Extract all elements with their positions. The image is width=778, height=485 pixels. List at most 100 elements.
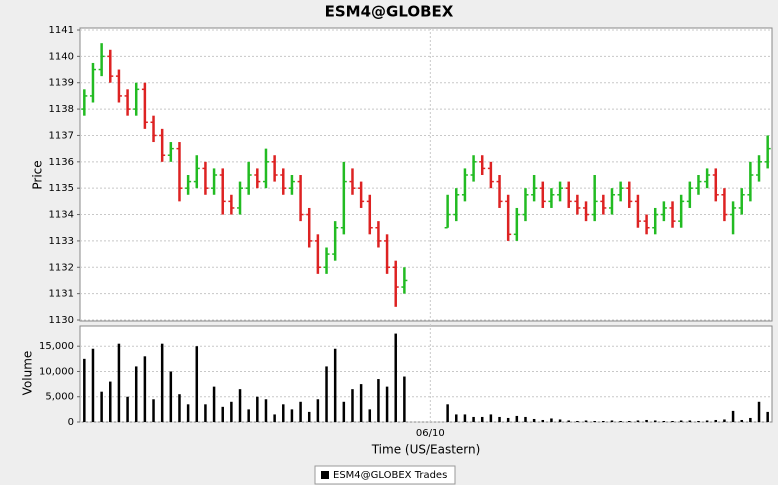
- bar: [359, 384, 363, 422]
- bar: [307, 411, 311, 422]
- bar: [524, 416, 527, 422]
- y-tick-label: 1138: [49, 104, 74, 115]
- bar: [100, 391, 103, 422]
- bar: [273, 414, 276, 422]
- bar: [264, 399, 268, 422]
- bar: [749, 417, 752, 422]
- y-tick-label: 1134: [49, 210, 74, 221]
- bar: [688, 420, 692, 422]
- bar: [325, 366, 328, 422]
- x-axis-label: Time (US/Eastern): [371, 443, 481, 457]
- bar: [282, 404, 285, 422]
- bar: [247, 409, 250, 422]
- bar: [403, 376, 406, 422]
- bar: [740, 419, 743, 422]
- bar: [731, 410, 735, 422]
- bar: [766, 411, 769, 422]
- y-tick-label: 1135: [49, 183, 74, 194]
- bar: [299, 401, 302, 422]
- bar: [83, 358, 86, 422]
- chart-title: ESM4@GLOBEX: [325, 3, 454, 21]
- y-tick-label: 1140: [49, 51, 74, 62]
- bar: [230, 401, 233, 422]
- bar: [498, 416, 501, 422]
- y-tick-label: 15,000: [39, 341, 74, 352]
- bar: [385, 386, 389, 422]
- bar: [316, 399, 320, 422]
- bar: [290, 409, 294, 422]
- bar: [705, 420, 709, 422]
- volume-pane: [79, 325, 773, 423]
- bar: [455, 414, 458, 422]
- bar: [117, 343, 121, 422]
- y-tick-label: 1133: [49, 236, 74, 247]
- bar: [610, 420, 614, 422]
- bar: [645, 419, 648, 422]
- bar: [489, 414, 493, 422]
- bar: [636, 420, 640, 422]
- bar: [169, 371, 173, 422]
- bar: [714, 419, 718, 422]
- bar: [186, 404, 190, 422]
- bar: [152, 399, 155, 422]
- bar: [212, 386, 216, 422]
- bar: [463, 414, 467, 422]
- bar: [221, 406, 224, 422]
- bar: [195, 346, 199, 422]
- bar: [91, 348, 95, 422]
- bar: [394, 333, 397, 422]
- bar: [619, 420, 622, 422]
- bar: [368, 409, 372, 422]
- bar: [723, 419, 726, 422]
- bar: [351, 389, 354, 422]
- y-tick-label: 10,000: [39, 366, 74, 377]
- bar: [472, 416, 475, 422]
- bar: [134, 366, 138, 422]
- y-tick-label: 1139: [49, 78, 74, 89]
- bar: [662, 420, 666, 422]
- bar: [126, 396, 129, 422]
- bar: [679, 420, 683, 422]
- y-tick-label: 1137: [49, 130, 74, 141]
- bar: [204, 404, 207, 422]
- bar: [757, 401, 761, 422]
- bar: [593, 420, 596, 422]
- bar: [653, 420, 657, 422]
- bar: [480, 416, 484, 422]
- bar: [446, 404, 449, 422]
- bar: [558, 419, 562, 422]
- y-axis-label: Price: [31, 160, 45, 189]
- bar: [109, 381, 112, 422]
- y-tick-label: 1131: [49, 289, 74, 300]
- legend: [314, 465, 456, 485]
- bar: [506, 417, 510, 422]
- x-tick-label: 06/10: [416, 428, 445, 439]
- bar: [628, 420, 631, 422]
- y-tick-label: 1136: [49, 157, 74, 168]
- bar: [550, 418, 553, 422]
- bar: [256, 396, 259, 422]
- bar: [143, 356, 147, 422]
- bar: [541, 419, 545, 422]
- bar: [567, 420, 570, 422]
- y-tick-label: 1141: [49, 25, 74, 36]
- y-tick-label: 5,000: [45, 392, 74, 403]
- bar: [576, 420, 579, 422]
- price-pane: [79, 27, 773, 322]
- bar: [602, 420, 605, 422]
- y-tick-label: 1132: [49, 262, 74, 273]
- y-axis-label: Volume: [21, 351, 35, 396]
- bar: [697, 420, 700, 422]
- bar: [584, 420, 588, 422]
- y-tick-label: 1130: [49, 315, 74, 326]
- bar: [515, 415, 519, 422]
- bar: [532, 418, 536, 422]
- bar: [377, 379, 380, 422]
- bar: [333, 348, 337, 422]
- bar: [342, 401, 346, 422]
- bar: [178, 394, 181, 422]
- y-tick-label: 0: [68, 417, 74, 428]
- bar: [160, 343, 164, 422]
- bar: [238, 389, 242, 422]
